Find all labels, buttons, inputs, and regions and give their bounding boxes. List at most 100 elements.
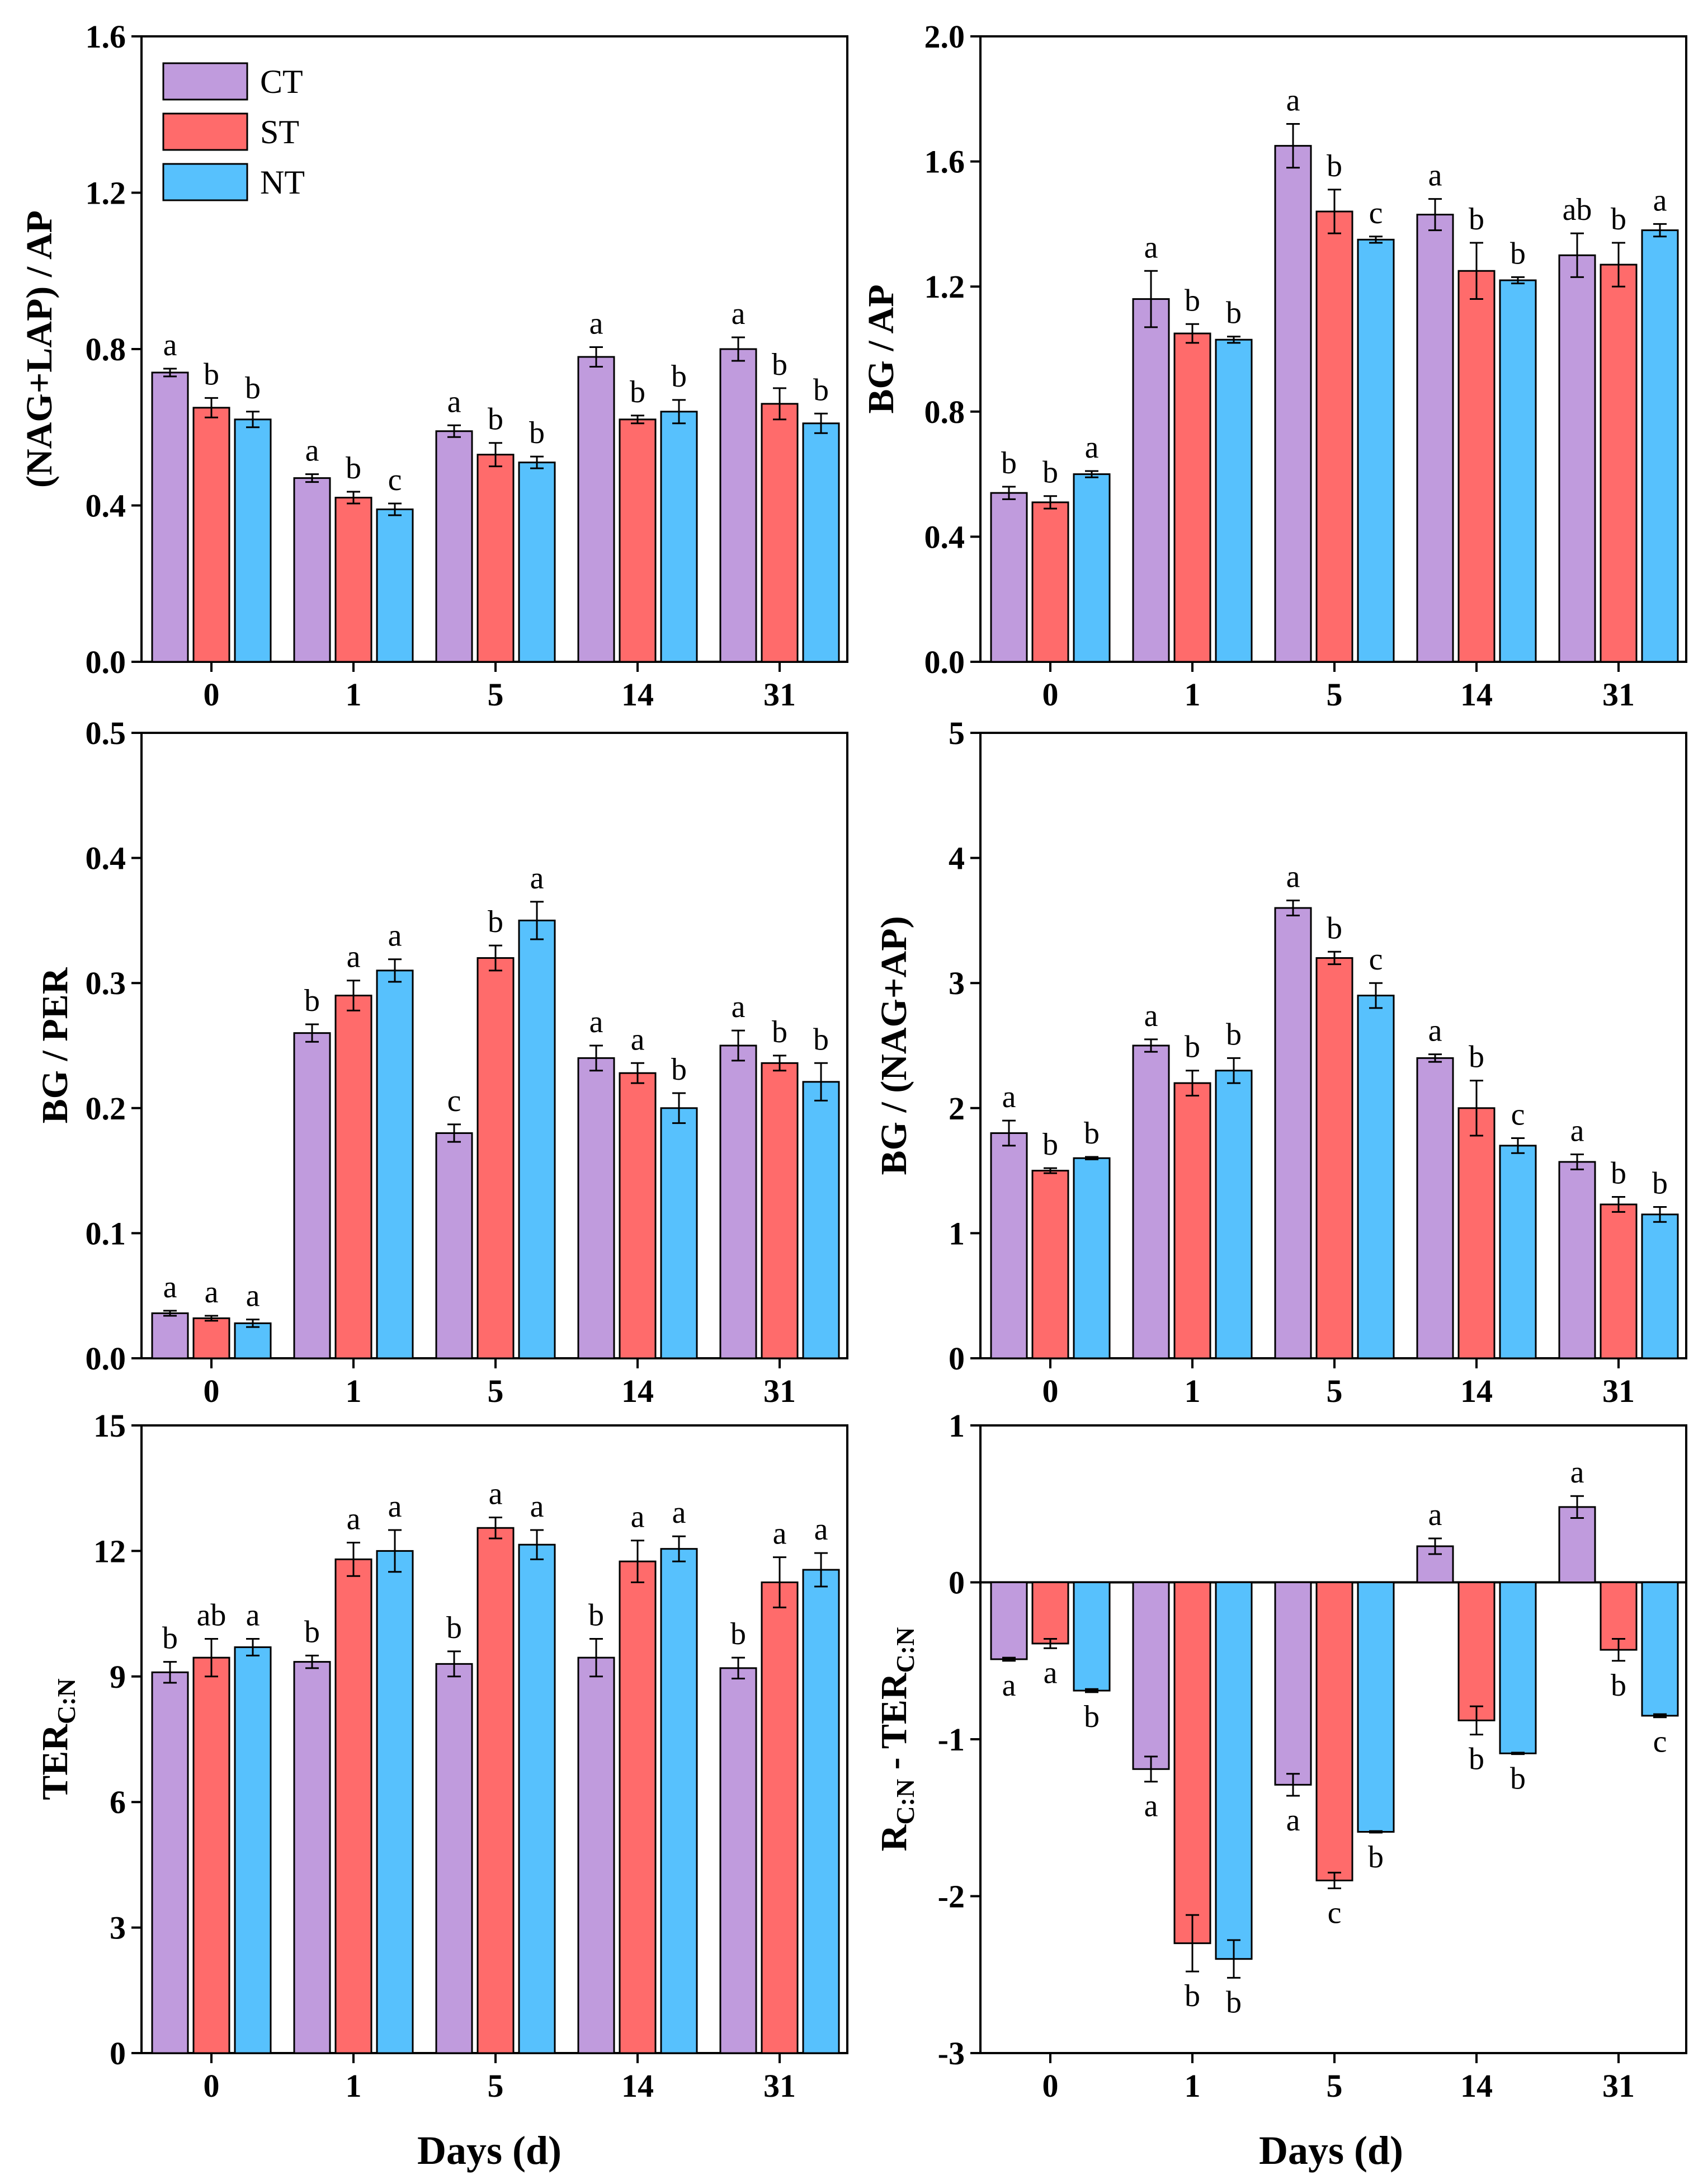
significance-letter: b bbox=[488, 402, 503, 437]
bar-ct bbox=[1558, 1161, 1596, 1359]
y-tick-label: 3 bbox=[110, 1910, 126, 1946]
y-axis-title-mid: - TER bbox=[874, 1672, 914, 1779]
bar-ct bbox=[151, 1312, 189, 1359]
x-axis-title-left: Days (d) bbox=[417, 2128, 562, 2173]
error-bar bbox=[1044, 495, 1057, 510]
error-bar bbox=[246, 1637, 260, 1656]
bar-nt bbox=[660, 1548, 698, 2054]
bar-ct bbox=[990, 492, 1028, 663]
x-tick-label: 1 bbox=[346, 1373, 362, 1409]
y-tick-label: 1.6 bbox=[924, 144, 965, 180]
legend: CT ST NT bbox=[162, 62, 305, 201]
significance-letter: a bbox=[732, 296, 746, 331]
significance-letter: b bbox=[1368, 1840, 1384, 1875]
bar-ct bbox=[1132, 1044, 1170, 1359]
bar-st bbox=[761, 1581, 799, 2054]
x-tick-label: 0 bbox=[1042, 1373, 1059, 1409]
y-axis-title: RC:N - TERC:N bbox=[874, 1627, 919, 1852]
significance-letter: a bbox=[1428, 158, 1442, 193]
error-bar bbox=[1369, 982, 1383, 1009]
bar-st bbox=[1315, 1581, 1353, 1881]
error-bar bbox=[489, 442, 502, 468]
error-bar bbox=[1570, 1495, 1584, 1519]
bar-st bbox=[477, 1527, 515, 2054]
error-bar bbox=[163, 368, 177, 378]
y-axis-title: BG / (NAG+AP) bbox=[874, 916, 914, 1175]
x-tick-label: 31 bbox=[763, 676, 796, 713]
bar-nt bbox=[1357, 995, 1395, 1359]
error-bar bbox=[1085, 1688, 1098, 1693]
significance-letter: b bbox=[1510, 1762, 1526, 1796]
bar-nt bbox=[234, 1322, 272, 1359]
significance-letter: a bbox=[347, 940, 361, 975]
error-bar bbox=[1470, 1080, 1483, 1137]
y-tick-label: 0.4 bbox=[86, 840, 126, 877]
significance-letter: a bbox=[1085, 430, 1099, 465]
error-bar bbox=[1470, 1705, 1483, 1736]
error-bar bbox=[1428, 1053, 1442, 1063]
x-tick-label: 5 bbox=[1327, 676, 1343, 713]
y-tick-label: 5 bbox=[949, 715, 965, 751]
error-bar bbox=[773, 1556, 786, 1608]
error-bar bbox=[589, 1044, 603, 1072]
significance-letter: b bbox=[1226, 1017, 1242, 1052]
error-bar bbox=[388, 958, 402, 983]
error-bar bbox=[732, 1029, 745, 1062]
error-bar bbox=[1612, 1196, 1625, 1213]
x-tick-label: 1 bbox=[1185, 1373, 1201, 1409]
significance-letter: c bbox=[447, 1084, 461, 1118]
significance-letter: a bbox=[1570, 1114, 1584, 1149]
error-bar bbox=[1369, 1830, 1383, 1834]
bar-st bbox=[192, 1656, 230, 2054]
bar-ct bbox=[293, 477, 331, 663]
y-tick-label: 0 bbox=[110, 2035, 126, 2072]
significance-letter: a bbox=[246, 1279, 260, 1314]
y-axis-title-sub: C:N bbox=[52, 1678, 81, 1724]
y-tick-label: 0.5 bbox=[86, 715, 126, 751]
bar-nt bbox=[518, 462, 556, 663]
bar-nt bbox=[802, 422, 840, 663]
x-tick-label: 0 bbox=[204, 1373, 220, 1409]
x-tick-label: 14 bbox=[1460, 676, 1493, 713]
legend-label-ct: CT bbox=[260, 63, 303, 100]
bar-st bbox=[1457, 270, 1496, 663]
bar-ct bbox=[719, 348, 757, 663]
significance-letter: ab bbox=[197, 1598, 227, 1632]
legend-swatch-ct bbox=[162, 62, 248, 101]
error-bar bbox=[1328, 189, 1341, 234]
error-bar bbox=[530, 901, 544, 940]
error-bar bbox=[1428, 198, 1442, 232]
x-tick-label: 14 bbox=[621, 2068, 654, 2104]
error-bar bbox=[163, 1310, 177, 1317]
significance-letter: b bbox=[813, 373, 829, 407]
bar-ct bbox=[990, 1581, 1028, 1660]
bar-nt bbox=[518, 919, 556, 1359]
error-bar bbox=[205, 1315, 218, 1322]
error-bar bbox=[1328, 950, 1341, 966]
error-bar bbox=[1002, 486, 1016, 500]
bar-nt bbox=[1073, 1581, 1111, 1692]
bar-st bbox=[334, 497, 372, 663]
y-tick-label: -3 bbox=[938, 2035, 965, 2072]
significance-letter: a bbox=[1144, 999, 1158, 1033]
significance-letter: a bbox=[1428, 1498, 1442, 1532]
x-tick-label: 31 bbox=[763, 1373, 796, 1409]
bar-nt bbox=[1357, 1581, 1395, 1833]
error-bar bbox=[1653, 1713, 1667, 1719]
x-tick-label: 1 bbox=[1185, 2068, 1201, 2104]
x-tick-label: 5 bbox=[1327, 2068, 1343, 2104]
error-bar bbox=[1511, 276, 1525, 285]
error-bar bbox=[489, 1517, 502, 1540]
y-tick-label: 0.0 bbox=[86, 644, 126, 680]
error-bar bbox=[1612, 242, 1625, 288]
significance-letter: b bbox=[1469, 1742, 1484, 1777]
bar-ct bbox=[293, 1661, 331, 2054]
error-bar bbox=[773, 387, 786, 421]
x-tick-label: 1 bbox=[1185, 676, 1201, 713]
bar-ct bbox=[577, 356, 615, 663]
y-tick-label: 0.8 bbox=[86, 331, 126, 368]
